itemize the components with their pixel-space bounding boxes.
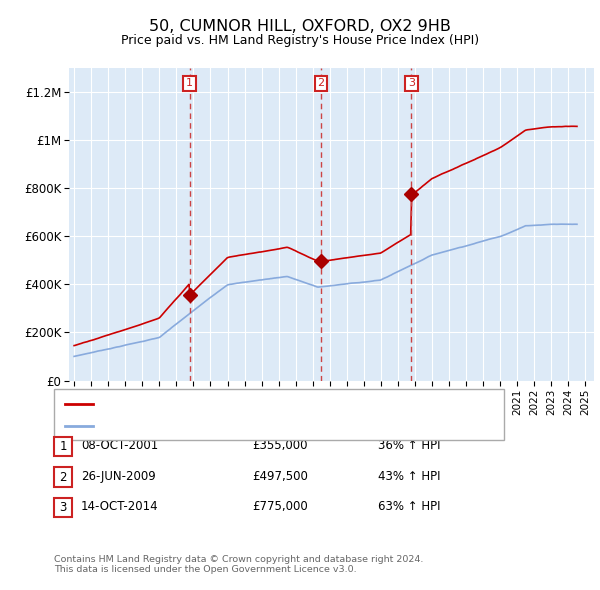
Text: 1: 1 bbox=[186, 78, 193, 88]
Text: £355,000: £355,000 bbox=[252, 439, 308, 452]
Text: 3: 3 bbox=[59, 501, 67, 514]
Text: Contains HM Land Registry data © Crown copyright and database right 2024.
This d: Contains HM Land Registry data © Crown c… bbox=[54, 555, 424, 574]
Text: 50, CUMNOR HILL, OXFORD, OX2 9HB: 50, CUMNOR HILL, OXFORD, OX2 9HB bbox=[149, 19, 451, 34]
Text: 26-JUN-2009: 26-JUN-2009 bbox=[81, 470, 156, 483]
Text: 63% ↑ HPI: 63% ↑ HPI bbox=[378, 500, 440, 513]
Text: £497,500: £497,500 bbox=[252, 470, 308, 483]
Text: 1: 1 bbox=[59, 440, 67, 453]
Text: HPI: Average price, detached house, Vale of White Horse: HPI: Average price, detached house, Vale… bbox=[99, 421, 409, 431]
Text: £775,000: £775,000 bbox=[252, 500, 308, 513]
Text: 3: 3 bbox=[408, 78, 415, 88]
Text: 36% ↑ HPI: 36% ↑ HPI bbox=[378, 439, 440, 452]
Text: 14-OCT-2014: 14-OCT-2014 bbox=[81, 500, 158, 513]
Text: 50, CUMNOR HILL, OXFORD, OX2 9HB (detached house): 50, CUMNOR HILL, OXFORD, OX2 9HB (detach… bbox=[99, 399, 405, 409]
Text: Price paid vs. HM Land Registry's House Price Index (HPI): Price paid vs. HM Land Registry's House … bbox=[121, 34, 479, 47]
Text: 08-OCT-2001: 08-OCT-2001 bbox=[81, 439, 158, 452]
Text: 2: 2 bbox=[59, 470, 67, 484]
Text: 43% ↑ HPI: 43% ↑ HPI bbox=[378, 470, 440, 483]
Text: 2: 2 bbox=[317, 78, 325, 88]
